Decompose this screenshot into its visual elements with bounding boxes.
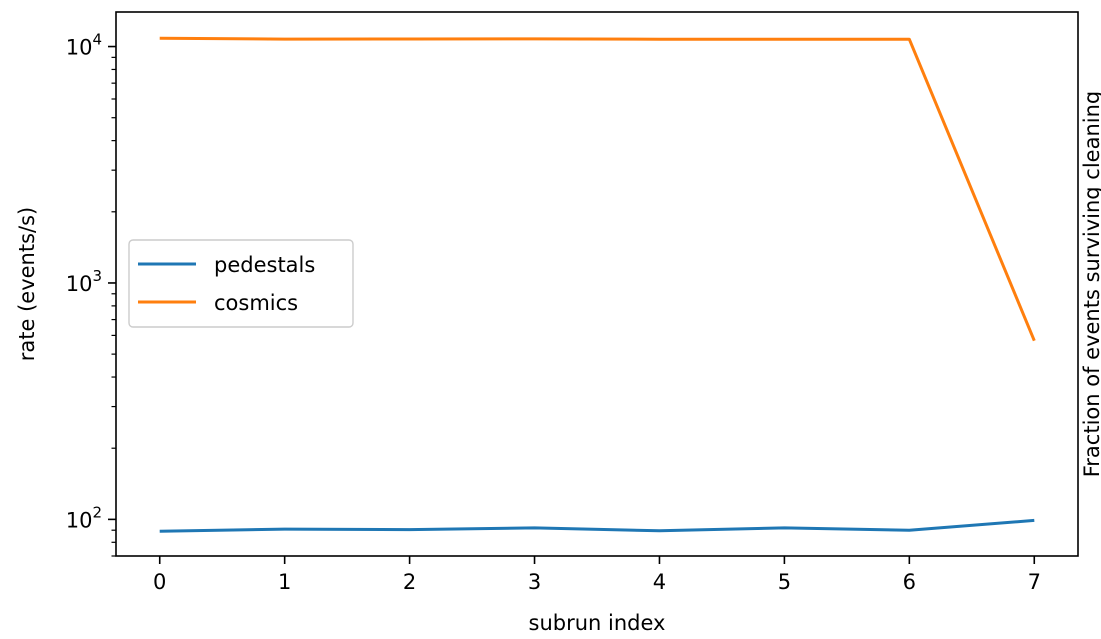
series-line-cosmics: [159, 36, 1036, 342]
legend: pedestals cosmics: [128, 239, 354, 328]
x-tick-label: 7: [1028, 570, 1041, 594]
y2-axis-label: Fraction of events surviving cleaning: [1080, 91, 1101, 478]
y-tick-label: 102: [66, 503, 102, 532]
y-axis-label: rate (events/s): [15, 207, 39, 362]
legend-label-cosmics: cosmics: [214, 291, 298, 315]
x-axis-ticks: 0 1 2 3 4 5 6 7: [153, 556, 1041, 594]
y-tick-label: 104: [66, 31, 102, 60]
x-tick-label: 5: [778, 570, 791, 594]
x-tick-label: 1: [278, 570, 291, 594]
x-axis-label: subrun index: [529, 611, 666, 635]
y-major-ticks: 102 103 104: [66, 31, 116, 532]
series-line-pedestals: [159, 518, 1035, 533]
plot-frame: [115, 11, 1079, 557]
x-tick-label: 4: [653, 570, 666, 594]
x-tick-label: 3: [528, 570, 541, 594]
x-tick-label: 2: [403, 570, 416, 594]
legend-label-pedestals: pedestals: [214, 253, 315, 277]
y-tick-label: 103: [66, 267, 102, 296]
series-lines: [159, 36, 1036, 533]
x-tick-label: 0: [153, 570, 166, 594]
x-tick-label: 6: [903, 570, 916, 594]
legend-box: [128, 239, 354, 328]
